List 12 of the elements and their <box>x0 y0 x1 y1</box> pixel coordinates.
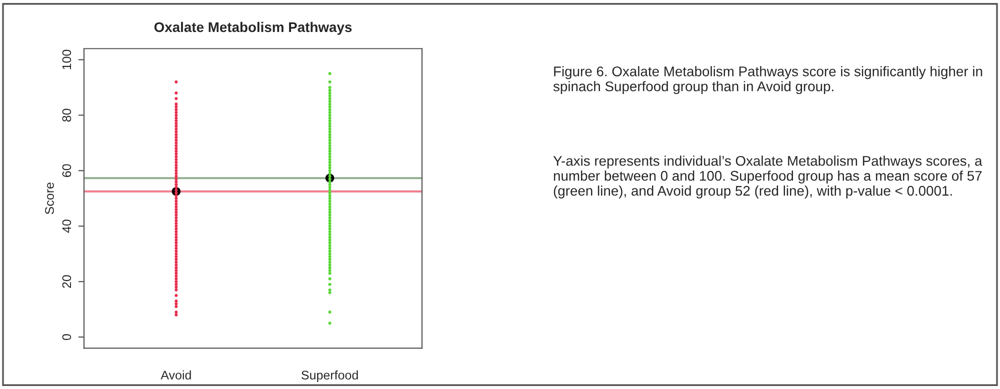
y-tick-label: 0 <box>62 334 72 340</box>
y-axis-title: Score <box>45 182 54 214</box>
y-tick-label: 40 <box>62 220 72 233</box>
caption: Figure 6. Oxalate Metabolism Pathways score is significantly higher in spinach Superfood group than in Avoid group. <box>553 66 982 94</box>
x-tick-label: Avoid <box>160 370 191 380</box>
y-tick-label: 80 <box>62 108 72 122</box>
y-tick-label: 100 <box>62 50 72 70</box>
chart-title: Oxalate Metabolism Pathways <box>154 22 352 35</box>
y-tick-label: 60 <box>62 164 72 177</box>
text: Y-axis represents individual’s Oxalate Metabolism Pathways scores, a number between 0 and 100. Superfood group has a mean score of 57 (green line), and Avoid group 52 (red line), with p-value < 0.0001. <box>553 156 982 198</box>
x-tick-label: Superfood <box>302 370 358 382</box>
y-tick-label: 20 <box>62 275 72 288</box>
